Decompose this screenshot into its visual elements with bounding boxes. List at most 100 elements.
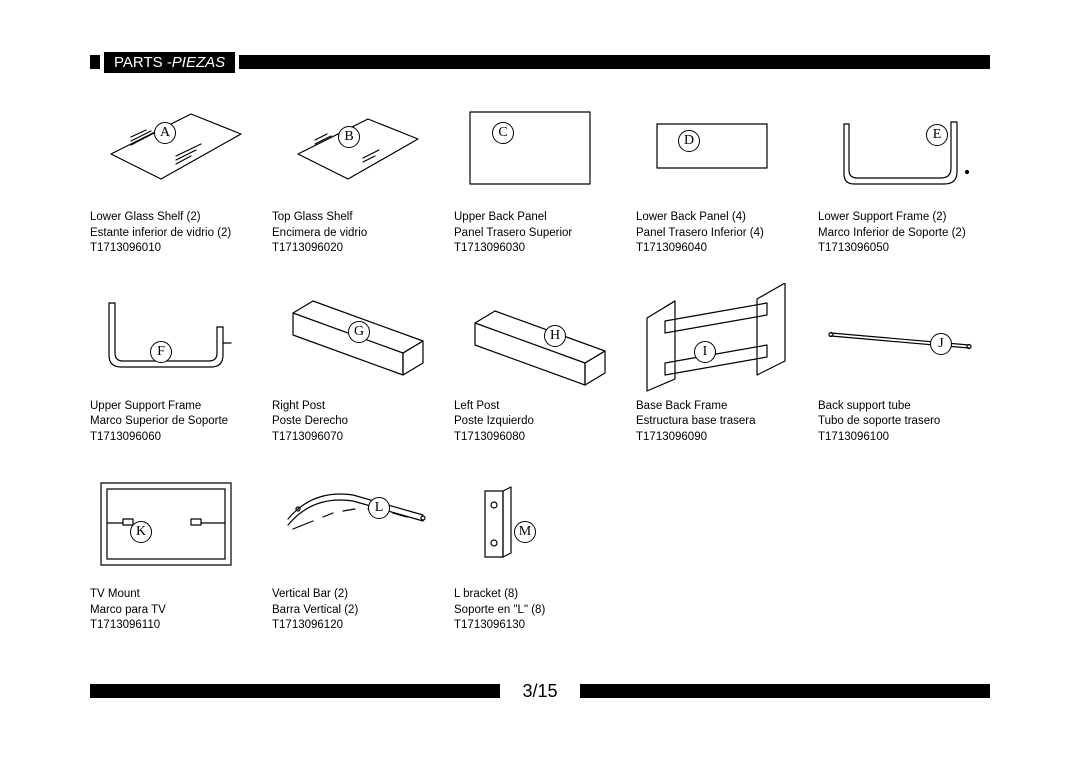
part-caption: TV Mount Marco para TV T1713096110 xyxy=(90,587,262,634)
part-letter-badge: A xyxy=(154,122,176,144)
part-cell: B Top Glass Shelf Encimera de vidrio T17… xyxy=(272,94,444,257)
title-en: PARTS xyxy=(114,54,167,71)
part-name-es: Soporte en "L" (8) xyxy=(454,603,626,619)
part-letter-badge: G xyxy=(348,321,370,343)
part-name-en: L bracket (8) xyxy=(454,587,626,603)
part-sku: T1713096100 xyxy=(818,430,990,446)
part-name-es: Marco Superior de Soporte xyxy=(90,414,262,430)
part-diagram: B xyxy=(272,94,444,204)
section-title: PARTS -PIEZAS xyxy=(104,52,235,73)
part-caption: Top Glass Shelf Encimera de vidrio T1713… xyxy=(272,210,444,257)
part-cell: J Back support tube Tubo de soporte tras… xyxy=(818,283,990,446)
part-sku: T1713096030 xyxy=(454,241,626,257)
part-sku: T1713096130 xyxy=(454,618,626,634)
part-name-es: Barra Vertical (2) xyxy=(272,603,444,619)
part-name-en: Top Glass Shelf xyxy=(272,210,444,226)
part-caption: Vertical Bar (2) Barra Vertical (2) T171… xyxy=(272,587,444,634)
part-diagram: C xyxy=(454,94,626,204)
part-letter-badge: E xyxy=(926,124,948,146)
part-name-es: Marco Inferior de Soporte (2) xyxy=(818,226,990,242)
part-cell: D Lower Back Panel (4) Panel Trasero Inf… xyxy=(636,94,808,257)
part-diagram: D xyxy=(636,94,808,204)
part-caption: Upper Support Frame Marco Superior de So… xyxy=(90,399,262,446)
part-letter-badge: I xyxy=(694,341,716,363)
part-sku: T1713096040 xyxy=(636,241,808,257)
part-name-es: Marco para TV xyxy=(90,603,262,619)
part-caption: Left Post Poste Izquierdo T1713096080 xyxy=(454,399,626,446)
part-sku: T1713096020 xyxy=(272,241,444,257)
part-sku: T1713096010 xyxy=(90,241,262,257)
part-cell: E Lower Support Frame (2) Marco Inferior… xyxy=(818,94,990,257)
part-caption: Upper Back Panel Panel Trasero Superior … xyxy=(454,210,626,257)
page-number: 3/15 xyxy=(504,681,575,702)
part-caption: Lower Back Panel (4) Panel Trasero Infer… xyxy=(636,210,808,257)
part-cell: G Right Post Poste Derecho T1713096070 xyxy=(272,283,444,446)
part-name-en: Upper Support Frame xyxy=(90,399,262,415)
part-name-en: Back support tube xyxy=(818,399,990,415)
part-letter-badge: K xyxy=(130,521,152,543)
part-caption: Right Post Poste Derecho T1713096070 xyxy=(272,399,444,446)
part-diagram: A xyxy=(90,94,262,204)
part-sku: T1713096070 xyxy=(272,430,444,446)
part-name-en: Lower Glass Shelf (2) xyxy=(90,210,262,226)
part-letter-badge: L xyxy=(368,497,390,519)
bar-segment xyxy=(90,684,500,698)
part-letter-badge: F xyxy=(150,341,172,363)
part-diagram: E xyxy=(818,94,990,204)
part-name-es: Panel Trasero Inferior (4) xyxy=(636,226,808,242)
bar-segment xyxy=(90,55,100,69)
part-cell: I Base Back Frame Estructura base traser… xyxy=(636,283,808,446)
part-name-en: Left Post xyxy=(454,399,626,415)
part-sku: T1713096120 xyxy=(272,618,444,634)
parts-grid: A Lower Glass Shelf (2) Estante inferior… xyxy=(90,94,990,634)
part-name-en: Lower Back Panel (4) xyxy=(636,210,808,226)
part-letter-badge: M xyxy=(514,521,536,543)
part-name-es: Poste Derecho xyxy=(272,414,444,430)
part-cell: K TV Mount Marco para TV T1713096110 xyxy=(90,471,262,634)
section-header-bar: PARTS -PIEZAS xyxy=(90,50,990,74)
part-letter-badge: J xyxy=(930,333,952,355)
part-cell: M L bracket (8) Soporte en "L" (8) T1713… xyxy=(454,471,626,634)
part-sku: T1713096080 xyxy=(454,430,626,446)
part-name-es: Estante inferior de vidrio (2) xyxy=(90,226,262,242)
part-caption: Lower Glass Shelf (2) Estante inferior d… xyxy=(90,210,262,257)
part-name-es: Panel Trasero Superior xyxy=(454,226,626,242)
bar-segment xyxy=(580,684,990,698)
part-sku: T1713096060 xyxy=(90,430,262,446)
part-diagram: L xyxy=(272,471,444,581)
part-name-en: Vertical Bar (2) xyxy=(272,587,444,603)
part-name-en: Base Back Frame xyxy=(636,399,808,415)
page-footer-bar: 3/15 xyxy=(90,679,990,703)
part-letter-badge: B xyxy=(338,126,360,148)
part-diagram: I xyxy=(636,283,808,393)
part-name-es: Encimera de vidrio xyxy=(272,226,444,242)
part-name-en: Right Post xyxy=(272,399,444,415)
part-letter-badge: D xyxy=(678,130,700,152)
bar-segment xyxy=(239,55,990,69)
part-letter-badge: C xyxy=(492,122,514,144)
part-sku: T1713096050 xyxy=(818,241,990,257)
part-name-en: TV Mount xyxy=(90,587,262,603)
part-diagram: F xyxy=(90,283,262,393)
part-cell: C Upper Back Panel Panel Trasero Superio… xyxy=(454,94,626,257)
part-cell: A Lower Glass Shelf (2) Estante inferior… xyxy=(90,94,262,257)
title-es: -PIEZAS xyxy=(167,54,225,71)
part-name-es: Poste Izquierdo xyxy=(454,414,626,430)
part-name-es: Estructura base trasera xyxy=(636,414,808,430)
part-cell: F Upper Support Frame Marco Superior de … xyxy=(90,283,262,446)
part-diagram: J xyxy=(818,283,990,393)
part-sku: T1713096090 xyxy=(636,430,808,446)
part-caption: Base Back Frame Estructura base trasera … xyxy=(636,399,808,446)
part-diagram: M xyxy=(454,471,626,581)
part-caption: L bracket (8) Soporte en "L" (8) T171309… xyxy=(454,587,626,634)
part-name-en: Upper Back Panel xyxy=(454,210,626,226)
part-name-en: Lower Support Frame (2) xyxy=(818,210,990,226)
part-diagram: K xyxy=(90,471,262,581)
part-cell: H Left Post Poste Izquierdo T1713096080 xyxy=(454,283,626,446)
part-name-es: Tubo de soporte trasero xyxy=(818,414,990,430)
part-diagram: H xyxy=(454,283,626,393)
part-cell: L Vertical Bar (2) Barra Vertical (2) T1… xyxy=(272,471,444,634)
part-letter-badge: H xyxy=(544,325,566,347)
part-sku: T1713096110 xyxy=(90,618,262,634)
part-diagram: G xyxy=(272,283,444,393)
